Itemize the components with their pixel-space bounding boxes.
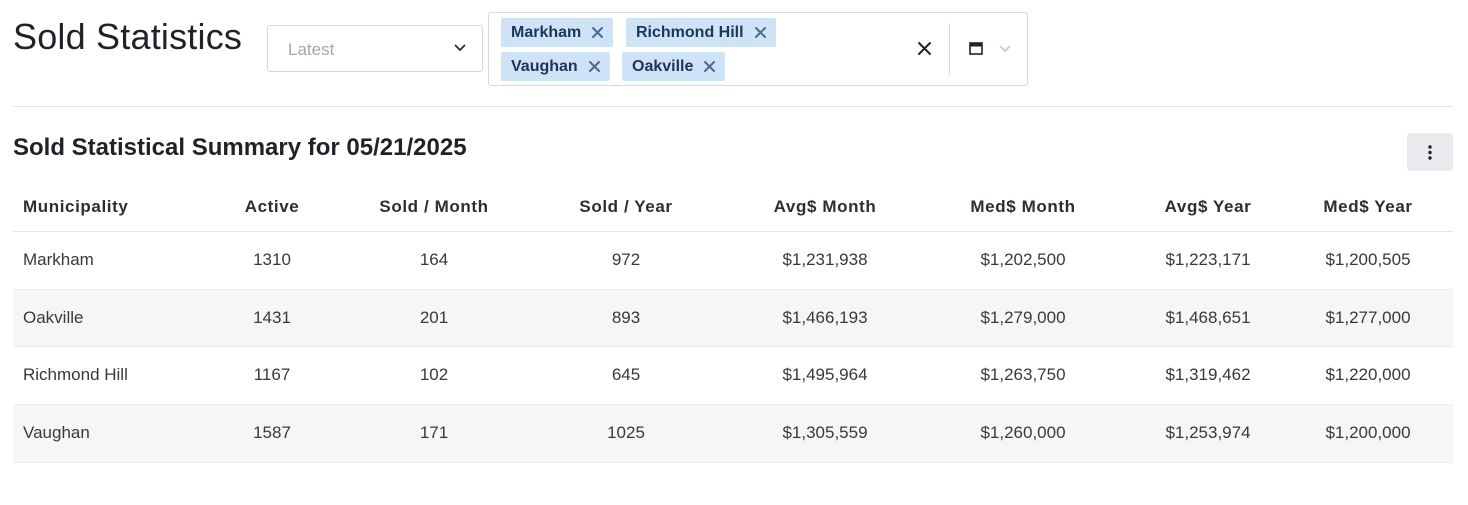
table-cell: 1025 <box>515 404 737 463</box>
column-header[interactable]: Med$ Month <box>913 183 1133 232</box>
sold-statistics-table: Municipality Active Sold / Month Sold / … <box>13 183 1453 463</box>
table-cell: 201 <box>353 289 515 347</box>
column-header[interactable]: Avg$ Year <box>1133 183 1283 232</box>
table-cell: Markham <box>13 231 191 290</box>
table-cell: 893 <box>515 289 737 347</box>
table-cell: 1431 <box>191 289 353 347</box>
chip-label: Markham <box>511 23 582 41</box>
table-cell: Vaughan <box>13 404 191 463</box>
close-icon[interactable] <box>703 60 716 73</box>
table-cell: 164 <box>353 231 515 290</box>
chevron-down-icon <box>454 44 466 51</box>
column-header[interactable]: Municipality <box>13 183 191 232</box>
chip-label: Oakville <box>632 57 694 75</box>
chip-markham: Markham <box>501 18 614 47</box>
column-header[interactable]: Sold / Year <box>515 183 737 232</box>
table-cell: 1310 <box>191 231 353 290</box>
table-cell: 645 <box>515 346 737 405</box>
table-cell: 1587 <box>191 404 353 463</box>
column-header[interactable]: Active <box>191 183 353 232</box>
close-icon[interactable] <box>591 26 604 39</box>
more-options-button[interactable] <box>1407 133 1453 171</box>
table-header-row: Municipality Active Sold / Month Sold / … <box>13 183 1453 232</box>
table-cell: $1,263,750 <box>913 346 1133 405</box>
page-title: Sold Statistics <box>13 16 243 57</box>
table-cell: 171 <box>353 404 515 463</box>
table-cell: $1,279,000 <box>913 289 1133 347</box>
period-select-placeholder: Latest <box>288 40 335 59</box>
table-cell: $1,253,974 <box>1133 404 1283 463</box>
clear-all-icon[interactable] <box>917 41 932 56</box>
column-header[interactable]: Sold / Month <box>353 183 515 232</box>
table-row: Vaughan 1587 171 1025 $1,305,559 $1,260,… <box>13 404 1453 463</box>
table-cell: $1,202,500 <box>913 231 1133 290</box>
table-cell: $1,319,462 <box>1133 346 1283 405</box>
table-cell: Richmond Hill <box>13 346 191 405</box>
divider <box>949 23 950 75</box>
close-icon[interactable] <box>754 26 767 39</box>
table-cell: $1,260,000 <box>913 404 1133 463</box>
chip-oakville: Oakville <box>622 52 726 81</box>
summary-title: Sold Statistical Summary for 05/21/2025 <box>13 134 467 161</box>
chip-vaughan: Vaughan <box>501 52 610 81</box>
chip-label: Vaughan <box>511 57 578 75</box>
close-icon[interactable] <box>588 60 601 73</box>
table-row: Markham 1310 164 972 $1,231,938 $1,202,5… <box>13 231 1453 290</box>
table-cell: 102 <box>353 346 515 405</box>
column-header[interactable]: Med$ Year <box>1283 183 1453 232</box>
table-cell: $1,495,964 <box>737 346 913 405</box>
column-header[interactable]: Avg$ Month <box>737 183 913 232</box>
table-cell: $1,277,000 <box>1283 289 1453 347</box>
calendar-icon[interactable] <box>969 42 983 55</box>
table-cell: $1,200,505 <box>1283 231 1453 290</box>
table-cell: $1,305,559 <box>737 404 913 463</box>
table-cell: $1,466,193 <box>737 289 913 347</box>
table-row: Oakville 1431 201 893 $1,466,193 $1,279,… <box>13 289 1453 347</box>
chip-richmond-hill: Richmond Hill <box>626 18 776 47</box>
table-cell: 972 <box>515 231 737 290</box>
chip-label: Richmond Hill <box>636 23 744 41</box>
kebab-menu-icon <box>1428 145 1432 160</box>
table-cell: $1,223,171 <box>1133 231 1283 290</box>
table-cell: 1167 <box>191 346 353 405</box>
table-cell: Oakville <box>13 289 191 347</box>
chevron-down-icon[interactable] <box>999 44 1011 54</box>
table-cell: $1,468,651 <box>1133 289 1283 347</box>
table-cell: $1,231,938 <box>737 231 913 290</box>
table-cell: $1,220,000 <box>1283 346 1453 405</box>
period-select[interactable]: Latest <box>267 25 483 72</box>
table-row: Richmond Hill 1167 102 645 $1,495,964 $1… <box>13 346 1453 405</box>
divider <box>13 106 1453 107</box>
table-cell: $1,200,000 <box>1283 404 1453 463</box>
municipality-multiselect[interactable]: Markham Richmond Hill Vaughan Oakville <box>488 12 1028 86</box>
